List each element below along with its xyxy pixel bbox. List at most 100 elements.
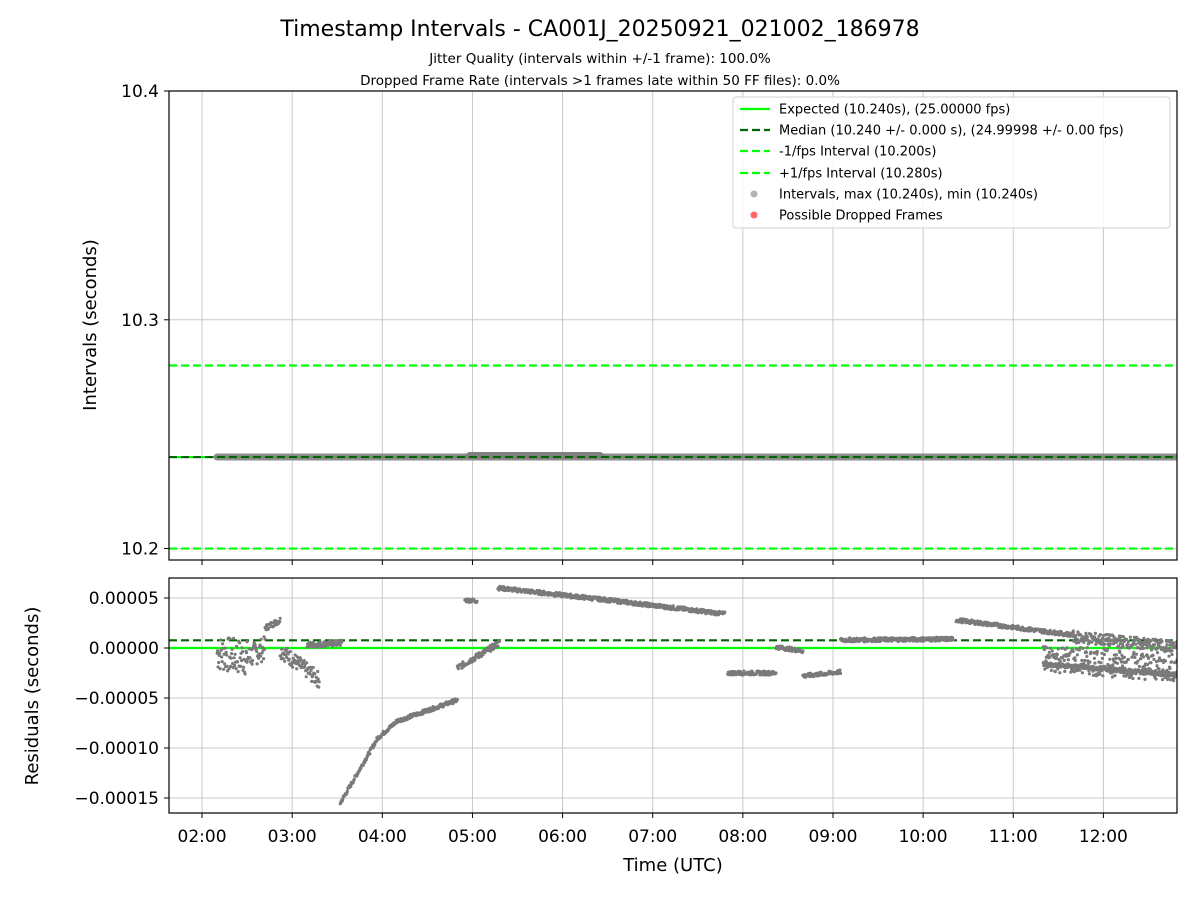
residual-point [286,652,290,656]
residual-point [1104,668,1108,672]
residual-point [345,789,349,794]
residual-point [361,763,365,767]
residual-point [1124,660,1128,664]
residual-point [1134,652,1138,656]
residual-point [1120,664,1124,668]
residual-point [1118,657,1122,662]
residual-point [219,638,223,642]
residual-point [259,654,263,658]
residual-point [1154,677,1158,681]
residual-point [1137,676,1141,681]
residual-point [1114,656,1118,661]
residual-point [250,662,254,666]
residual-point [278,619,282,624]
residual-point [1108,642,1112,646]
x-tick-label: 04:00 [358,827,407,847]
residual-point [335,643,339,647]
residual-point [497,639,502,643]
residual-point [223,646,227,650]
residual-point [234,667,238,671]
residual-point [1110,675,1114,679]
residual-point [1132,650,1136,655]
residual-point [1079,662,1083,666]
residual-point [1100,636,1104,640]
residual-point [1098,672,1102,676]
residual-point [1134,672,1138,676]
residual-point [229,664,233,669]
residual-point [1075,653,1079,657]
residual-point [951,638,955,642]
residual-point [302,659,306,663]
residual-point [1061,646,1065,650]
residual-point [1170,649,1174,653]
x-tick-label: 12:00 [1079,827,1128,847]
residual-point [1044,659,1048,663]
residual-point [1056,647,1060,651]
residual-point [1045,646,1049,650]
residual-point [215,651,219,655]
residual-point [792,646,797,650]
residual-point [1062,658,1066,663]
residual-point [313,672,317,676]
residual-point [1123,666,1127,670]
residual-point [236,670,240,674]
residual-point [228,637,232,641]
residual-point [1167,654,1171,658]
residual-point [1171,671,1175,675]
residual-point [1157,656,1162,660]
residual-point [1136,645,1140,650]
residual-point [261,645,265,649]
residual-point [1155,651,1160,655]
residual-point [242,665,246,670]
residual-point [239,664,243,669]
residual-point [1161,668,1165,672]
x-tick-label: 05:00 [448,827,497,847]
residual-point [1124,637,1128,642]
residual-point [1122,655,1126,659]
residual-point [1080,671,1084,675]
residual-point [1099,667,1103,671]
legend-label-expected: Expected (10.240s), (25.00000 fps) [779,103,1010,118]
residual-point [1047,650,1051,655]
residual-point [238,656,242,660]
top-y-tick-label: 10.2 [121,540,159,560]
residual-point [1125,673,1129,677]
residual-point [1119,639,1123,643]
residual-point [1108,657,1112,661]
chart-subtitle-jitter: Jitter Quality (intervals within +/-1 fr… [428,51,771,67]
top-y-tick-label: 10.3 [121,311,159,331]
residual-point [1135,636,1139,640]
bottom-y-ticks: 0.00005 0.00000 −0.00005 −0.00010 −0.00015 [74,589,169,809]
residual-point [1073,658,1077,663]
residual-point [1049,668,1053,673]
residual-point [219,648,223,653]
residual-point [278,616,282,620]
residual-point [1141,655,1146,659]
top-y-axis-label: Intervals (seconds) [80,239,101,411]
residual-point [1048,655,1052,659]
bottom-plot-frame [168,577,1178,814]
bottom-panel-grid [169,578,1177,813]
residual-point [224,650,228,654]
residual-point [1100,651,1104,655]
residual-point [263,637,267,641]
residual-point [311,665,315,670]
residual-point [456,667,460,671]
residual-point [961,621,965,625]
residual-point [240,646,244,650]
residual-point [1091,673,1095,678]
residual-point [222,667,226,671]
residual-point [1098,665,1102,669]
residual-point [352,777,356,781]
residual-point [251,646,255,650]
residual-point [247,647,251,651]
residual-point [1052,653,1056,657]
residual-point [262,657,266,661]
residual-point [1095,649,1099,654]
residual-point [368,752,372,756]
residual-point [285,656,289,660]
residual-point [1152,657,1156,662]
residual-point [1155,664,1159,668]
residual-point [1166,675,1171,679]
residual-point [1080,658,1084,663]
